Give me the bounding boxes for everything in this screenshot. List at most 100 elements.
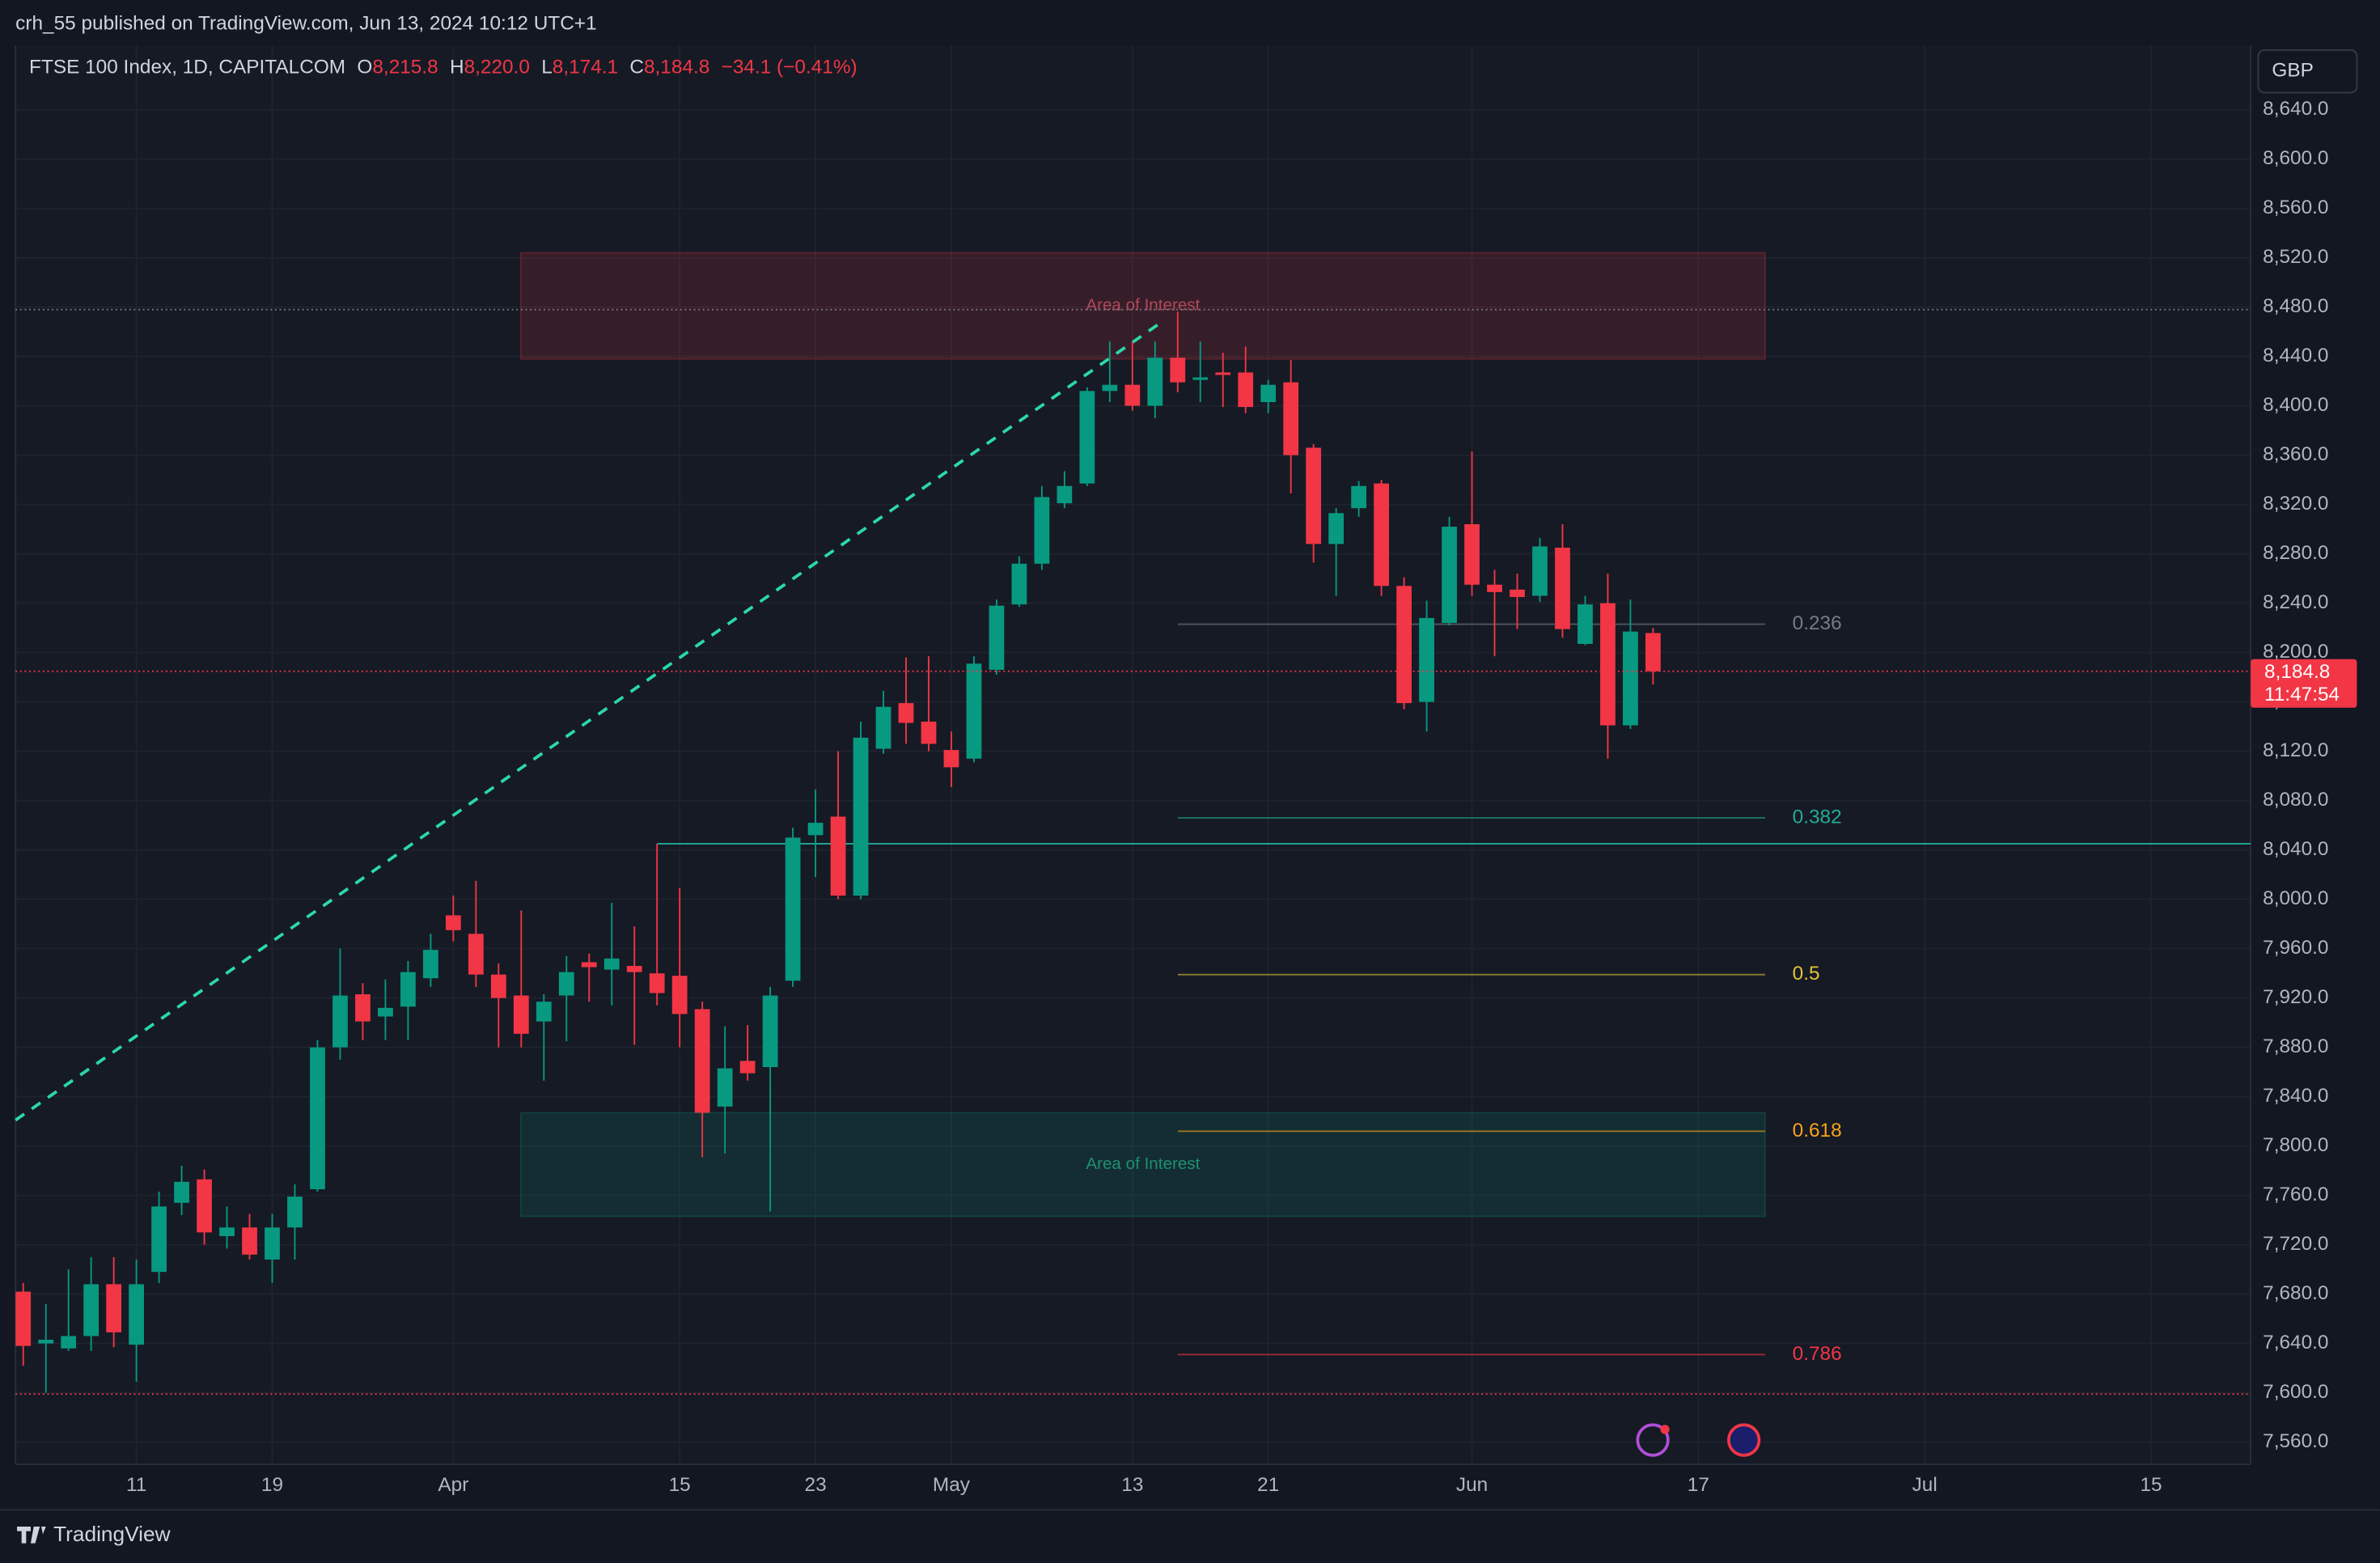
- candle-body: [490, 974, 506, 998]
- y-tick-label: 8,280.0: [2263, 542, 2328, 564]
- candle-body: [197, 1179, 212, 1233]
- y-tick-label: 7,960.0: [2263, 937, 2328, 959]
- fib-label: 0.618: [1793, 1120, 1842, 1142]
- y-tick-label: 7,600.0: [2263, 1381, 2328, 1403]
- value: 8,174.1: [553, 57, 618, 78]
- candle-body: [671, 976, 688, 1014]
- candle-body: [422, 950, 438, 979]
- x-tick-label: 21: [1257, 1474, 1279, 1496]
- key: C: [629, 57, 644, 78]
- candle-body: [355, 994, 371, 1022]
- x-tick-label: 11: [126, 1474, 146, 1496]
- candle-body: [219, 1227, 235, 1236]
- fib-label: 0.786: [1793, 1343, 1842, 1365]
- candle-body: [1306, 447, 1322, 544]
- fib-label: 0.236: [1793, 612, 1842, 634]
- x-tick-label: 17: [1688, 1474, 1709, 1496]
- candle-body: [875, 706, 891, 749]
- zone: [519, 252, 1766, 360]
- candle-body: [581, 962, 597, 968]
- x-tick-label: Apr: [438, 1474, 468, 1496]
- y-tick-label: 8,040.0: [2263, 838, 2328, 860]
- currency[interactable]: GBP: [2272, 60, 2313, 82]
- candle-body: [1147, 358, 1163, 406]
- candle-body: [966, 663, 982, 759]
- candle-body: [400, 972, 416, 1007]
- y-tick-label: 8,120.0: [2263, 739, 2328, 761]
- candle-body: [1215, 372, 1231, 375]
- x-tick-label: Jul: [1912, 1474, 1937, 1496]
- flag-icon[interactable]: [1727, 1423, 1761, 1457]
- candle-body: [717, 1068, 733, 1107]
- event-dot: [1660, 1425, 1670, 1434]
- x-tick-label: Jun: [1456, 1474, 1488, 1496]
- logo: [17, 1526, 46, 1544]
- trendline: [15, 320, 1163, 1122]
- y-tick-label: 8,400.0: [2263, 394, 2328, 416]
- symbol: FTSE 100 Index, 1D, CAPITALCOM: [29, 57, 345, 78]
- fib-label: 0.5: [1793, 963, 1820, 985]
- y-tick-label: 8,080.0: [2263, 789, 2328, 811]
- candle-body: [1124, 384, 1141, 406]
- event-icon[interactable]: [1636, 1423, 1670, 1457]
- candle-body: [649, 973, 665, 993]
- candle-body: [1555, 547, 1570, 629]
- candle-body: [265, 1227, 280, 1260]
- candle-body: [151, 1206, 167, 1273]
- candle-body: [762, 995, 778, 1068]
- change: −34.1 (−0.41%): [722, 57, 858, 78]
- candle-body: [898, 703, 914, 723]
- candle-body: [15, 1291, 32, 1346]
- candle-body: [1283, 382, 1299, 455]
- y-tick-label: 8,240.0: [2263, 591, 2328, 613]
- y-tick-label: 8,200.0: [2263, 641, 2328, 663]
- candle-body: [38, 1340, 54, 1344]
- candle-body: [129, 1284, 144, 1345]
- candle-body: [1600, 603, 1616, 726]
- y-tick-label: 8,320.0: [2263, 493, 2328, 515]
- candle-body: [1510, 589, 1525, 597]
- key: H: [450, 57, 464, 78]
- key: L: [541, 57, 553, 78]
- candle-body: [558, 972, 574, 996]
- candle-body: [626, 965, 642, 972]
- candle-body: [1645, 633, 1661, 671]
- footer-logo: [17, 1526, 46, 1544]
- candle-body: [921, 721, 937, 744]
- candle-body: [1396, 586, 1412, 704]
- currency-button[interactable]: [2257, 49, 2358, 94]
- candle-body: [174, 1181, 189, 1203]
- candle-body: [1577, 604, 1593, 644]
- published-note: crh_55 published on TradingView.com, Jun…: [15, 12, 596, 34]
- candle-body: [694, 1009, 710, 1113]
- countdown-label: 11:47:54: [2264, 684, 2340, 705]
- candle-body: [1260, 384, 1277, 403]
- y-tick-label: 7,880.0: [2263, 1036, 2328, 1057]
- y-tick-label: 7,920.0: [2263, 986, 2328, 1008]
- candle-body: [1351, 485, 1367, 509]
- y-tick-label: 7,800.0: [2263, 1134, 2328, 1156]
- candle-body: [378, 1007, 393, 1017]
- candle-body: [739, 1061, 756, 1074]
- x-tick-label: 15: [2140, 1474, 2162, 1496]
- fib-label: 0.382: [1793, 806, 1842, 828]
- candle-body: [1079, 391, 1095, 484]
- candle-body: [332, 995, 348, 1048]
- y-tick-label: 8,000.0: [2263, 887, 2328, 909]
- y-tick-label: 7,840.0: [2263, 1085, 2328, 1107]
- y-tick-label: 8,360.0: [2263, 443, 2328, 465]
- candle-body: [1328, 513, 1345, 544]
- candle-body: [445, 915, 461, 930]
- last-price-label: 8,184.8: [2264, 661, 2330, 683]
- candle-body: [1170, 358, 1186, 383]
- candle-body: [1102, 384, 1118, 392]
- x-tick-label: May: [933, 1474, 971, 1496]
- y-tick-label: 7,760.0: [2263, 1184, 2328, 1205]
- candle-body: [830, 816, 846, 896]
- candle-body: [106, 1284, 122, 1332]
- ohlc-legend: FTSE 100 Index, 1D, CAPITALCOM O8,215.8 …: [29, 57, 858, 78]
- candle-body: [1419, 617, 1434, 702]
- candle-body: [1238, 372, 1254, 408]
